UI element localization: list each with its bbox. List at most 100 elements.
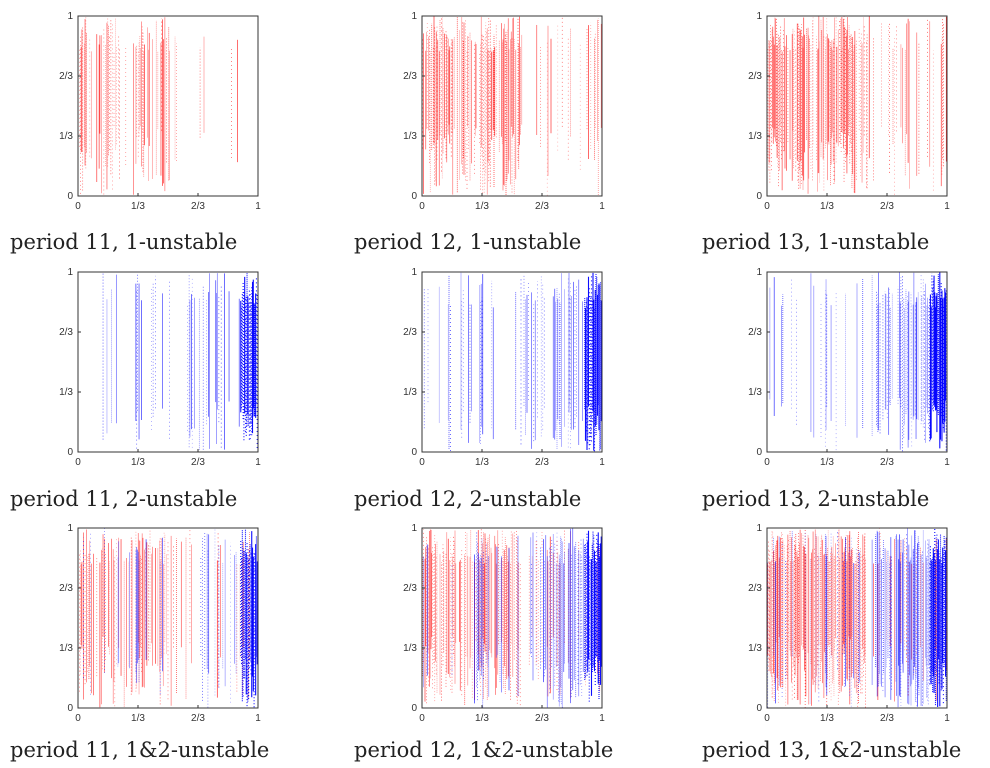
axes-frame <box>766 271 948 453</box>
x-tick-label: 1 <box>255 457 261 468</box>
plot-area <box>769 272 947 452</box>
y-tick-label: 0 <box>411 447 417 458</box>
y-tick-label: 2/3 <box>59 71 73 82</box>
x-tick-label: 0 <box>75 201 81 212</box>
y-tick-label: 2/3 <box>403 71 417 82</box>
y-tick-label: 2/3 <box>59 327 73 338</box>
y-tick-label: 1 <box>411 267 417 278</box>
x-tick-label: 1 <box>944 713 950 724</box>
plot-period-12-1-unstable: 0 1/3 2/3 1 0 1/3 2/3 1 <box>403 11 605 212</box>
x-tick-label: 0 <box>75 713 81 724</box>
x-tick-label: 2/3 <box>535 713 549 724</box>
caption: period 11, 1-unstable <box>10 230 238 254</box>
caption: period 11, 1&2-unstable <box>10 738 270 762</box>
y-tick-label: 1/3 <box>748 387 762 398</box>
axes-frame <box>421 15 603 197</box>
x-tick-label: 1/3 <box>475 457 489 468</box>
y-tick-label: 0 <box>67 447 73 458</box>
x-tick-label: 1 <box>255 201 261 212</box>
plot-period-11-1and2-unstable: 0 1/3 2/3 1 0 1/3 2/3 1 <box>59 523 261 724</box>
caption: period 13, 2-unstable <box>702 487 930 511</box>
plot-period-12-1and2-unstable: 0 1/3 2/3 1 0 1/3 2/3 1 <box>403 523 605 724</box>
axes-frame <box>766 15 948 197</box>
x-tick-label: 1/3 <box>475 201 489 212</box>
x-tick-label: 2/3 <box>191 713 205 724</box>
axes-frame <box>77 15 259 197</box>
caption: period 13, 1&2-unstable <box>702 738 962 762</box>
x-tick-label: 1/3 <box>820 713 834 724</box>
axes-frame <box>421 527 603 709</box>
x-tick-label: 1/3 <box>131 201 145 212</box>
x-tick-label: 1 <box>944 457 950 468</box>
y-tick-label: 1/3 <box>748 131 762 142</box>
y-tick-label: 1/3 <box>59 643 73 654</box>
caption: period 12, 2-unstable <box>354 487 582 511</box>
x-tick-label: 2/3 <box>535 201 549 212</box>
axes-frame <box>766 527 948 709</box>
x-tick-label: 1/3 <box>820 457 834 468</box>
plot-area <box>422 528 602 708</box>
x-tick-label: 0 <box>419 457 425 468</box>
y-tick-label: 1 <box>756 267 762 278</box>
y-tick-label: 2/3 <box>403 327 417 338</box>
caption: period 12, 1-unstable <box>354 230 582 254</box>
y-tick-label: 1/3 <box>403 131 417 142</box>
axes-frame <box>77 527 259 709</box>
axes-frame <box>77 271 259 453</box>
y-tick-label: 2/3 <box>748 327 762 338</box>
plot-period-13-1-unstable: 0 1/3 2/3 1 0 1/3 2/3 1 <box>748 11 950 212</box>
x-tick-label: 1/3 <box>131 713 145 724</box>
plot-area <box>423 272 602 452</box>
y-tick-label: 1 <box>67 523 73 534</box>
x-tick-label: 2/3 <box>191 201 205 212</box>
y-tick-label: 0 <box>67 703 73 714</box>
plot-area <box>766 16 947 195</box>
x-tick-label: 1 <box>599 713 605 724</box>
plot-area <box>102 272 258 450</box>
y-tick-label: 0 <box>67 191 73 202</box>
x-tick-label: 0 <box>419 713 425 724</box>
plot-period-13-1and2-unstable: 0 1/3 2/3 1 0 1/3 2/3 1 <box>748 523 950 724</box>
plot-area <box>79 528 258 708</box>
y-tick-label: 1 <box>67 11 73 22</box>
x-tick-label: 0 <box>764 457 770 468</box>
caption: period 11, 2-unstable <box>10 487 238 511</box>
y-tick-label: 2/3 <box>748 71 762 82</box>
y-tick-label: 1 <box>411 11 417 22</box>
plot-period-13-2-unstable: 0 1/3 2/3 1 0 1/3 2/3 1 <box>748 267 950 468</box>
x-tick-label: 1 <box>599 201 605 212</box>
x-tick-label: 2/3 <box>880 201 894 212</box>
caption: period 12, 1&2-unstable <box>354 738 614 762</box>
plot-period-12-2-unstable: 0 1/3 2/3 1 0 1/3 2/3 1 <box>403 267 605 468</box>
x-tick-label: 0 <box>764 201 770 212</box>
plot-area <box>79 16 239 195</box>
y-tick-label: 0 <box>411 703 417 714</box>
plot-period-11-1-unstable: 0 1/3 2/3 1 0 1/3 2/3 1 <box>59 11 261 212</box>
y-tick-label: 1 <box>756 11 762 22</box>
y-tick-label: 0 <box>756 703 762 714</box>
y-tick-label: 1/3 <box>59 387 73 398</box>
x-tick-label: 1/3 <box>131 457 145 468</box>
y-tick-label: 1/3 <box>403 643 417 654</box>
caption: period 13, 1-unstable <box>702 230 930 254</box>
y-tick-label: 2/3 <box>59 583 73 594</box>
y-tick-label: 1 <box>756 523 762 534</box>
x-tick-label: 1 <box>255 713 261 724</box>
y-tick-label: 1/3 <box>59 131 73 142</box>
axes-frame <box>421 271 603 453</box>
x-tick-label: 0 <box>419 201 425 212</box>
x-tick-label: 1/3 <box>475 713 489 724</box>
x-tick-label: 1 <box>599 457 605 468</box>
x-tick-label: 0 <box>764 713 770 724</box>
y-tick-label: 0 <box>756 447 762 458</box>
y-tick-label: 1/3 <box>748 643 762 654</box>
y-tick-label: 1 <box>67 267 73 278</box>
x-tick-label: 2/3 <box>535 457 549 468</box>
x-tick-label: 2/3 <box>191 457 205 468</box>
y-tick-label: 0 <box>411 191 417 202</box>
y-tick-label: 1 <box>411 523 417 534</box>
y-tick-label: 2/3 <box>748 583 762 594</box>
plot-area <box>766 528 947 708</box>
x-tick-label: 1 <box>944 201 950 212</box>
x-tick-label: 2/3 <box>880 713 894 724</box>
